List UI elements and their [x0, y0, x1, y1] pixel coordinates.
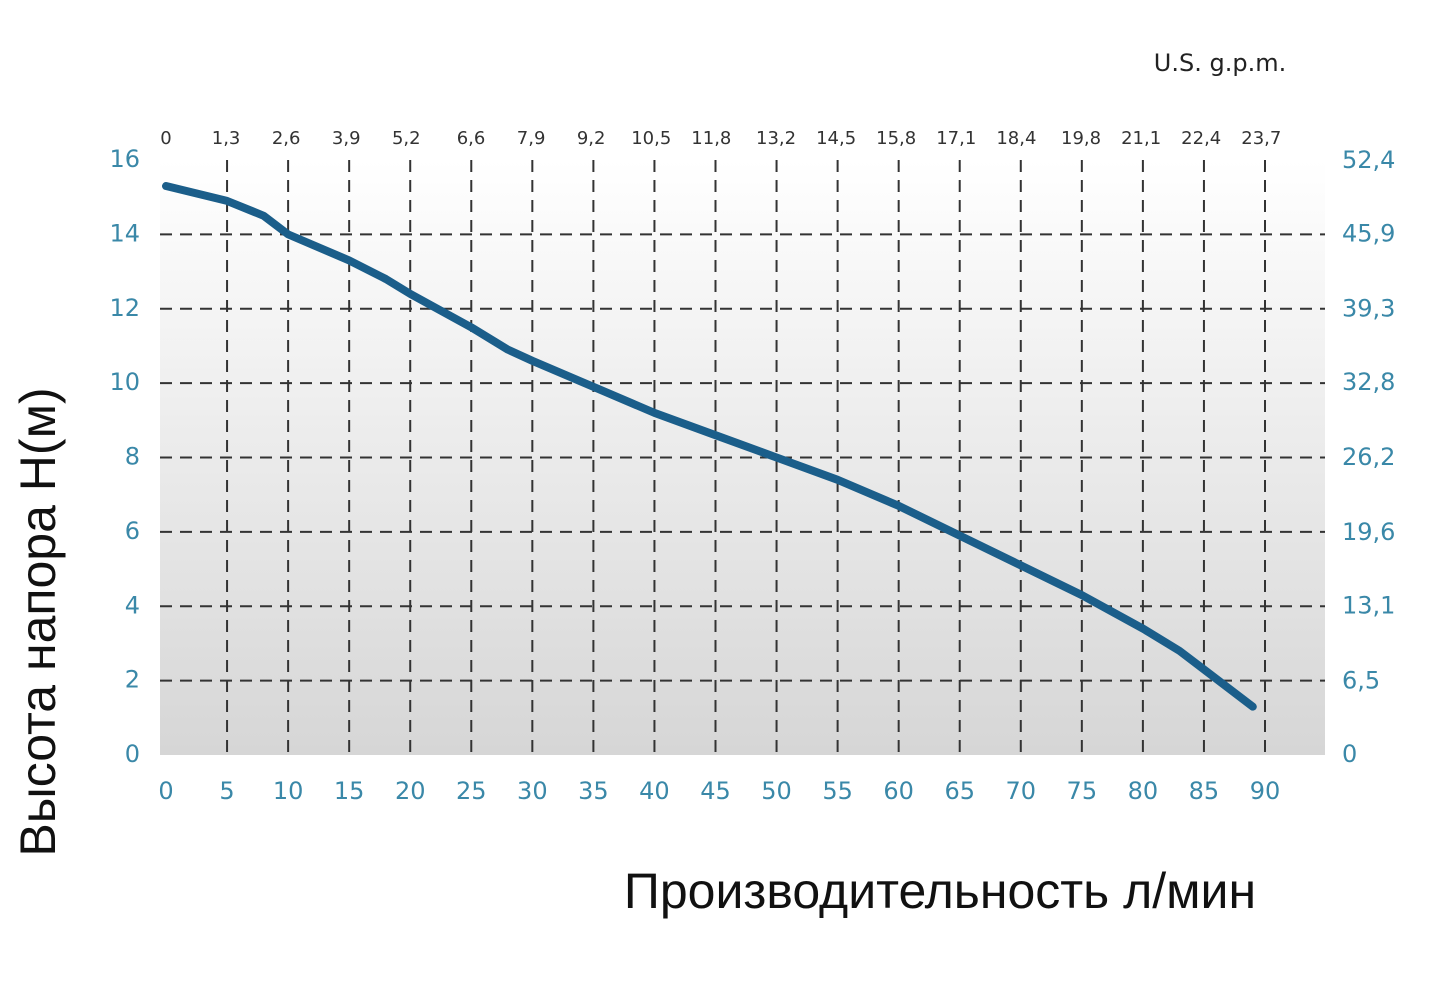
y2-tick-label: 6,5 — [1342, 666, 1380, 694]
x-tick-label: 20 — [395, 777, 426, 805]
x2-tick-label: 15,8 — [876, 128, 916, 149]
x2-tick-label: 19,8 — [1061, 128, 1101, 149]
x2-tick-label: 18,4 — [996, 128, 1036, 149]
y-tick-label: 6 — [125, 517, 140, 545]
y2-tick-label: 32,8 — [1342, 368, 1395, 396]
x2-tick-label: 0 — [160, 128, 171, 149]
y2-tick-label: 13,1 — [1342, 592, 1395, 620]
x-tick-label: 35 — [578, 777, 609, 805]
x2-tick-label: 23,7 — [1241, 128, 1281, 149]
x-tick-label: 0 — [158, 777, 173, 805]
x-tick-label: 85 — [1189, 777, 1220, 805]
data-line — [162, 182, 1257, 711]
x2-tick-label: 22,4 — [1181, 128, 1221, 149]
x-tick-label: 30 — [517, 777, 548, 805]
y2-tick-label: 52,4 — [1342, 146, 1395, 174]
y2-tick-label: 0 — [1342, 740, 1357, 768]
x-tick-label: 5 — [219, 777, 234, 805]
x-tick-label: 90 — [1250, 777, 1281, 805]
x-tick-label: 45 — [700, 777, 731, 805]
x2-tick-label: 1,3 — [212, 128, 241, 149]
x2-tick-label: 7,9 — [517, 128, 546, 149]
x2-tick-label: 17,1 — [936, 128, 976, 149]
x2-tick-label: 11,8 — [691, 128, 731, 149]
y-tick-label: 8 — [125, 443, 140, 471]
x-tick-label: 55 — [822, 777, 853, 805]
x2-tick-label: 13,2 — [756, 128, 796, 149]
x2-tick-label: 9,2 — [577, 128, 606, 149]
y-tick-label: 0 — [125, 740, 140, 768]
x-tick-label: 70 — [1006, 777, 1037, 805]
y2-tick-label: 26,2 — [1342, 443, 1395, 471]
y2-tick-label: 39,3 — [1342, 295, 1395, 323]
y-tick-label: 12 — [109, 294, 140, 322]
x-tick-label: 60 — [883, 777, 914, 805]
x2-axis-title: U.S. g.p.m. — [1154, 49, 1286, 77]
x-tick-label: 65 — [944, 777, 975, 805]
y2-tick-label: 45,9 — [1342, 220, 1395, 248]
y-tick-label: 14 — [109, 219, 140, 247]
x2-tick-label: 21,1 — [1121, 128, 1161, 149]
x-axis-title: Производительность л/мин — [624, 863, 1256, 919]
x2-tick-label: 3,9 — [332, 128, 361, 149]
y-tick-label: 16 — [109, 145, 140, 173]
x-tick-label: 10 — [273, 777, 304, 805]
x2-tick-label: 6,6 — [457, 128, 486, 149]
y-tick-label: 2 — [125, 666, 140, 694]
y-tick-label: 10 — [109, 368, 140, 396]
x2-tick-label: 5,2 — [392, 128, 421, 149]
x-tick-label: 75 — [1067, 777, 1098, 805]
x-tick-label: 80 — [1128, 777, 1159, 805]
y-axis-title: Высота напора H(м) — [10, 387, 66, 856]
x2-tick-label: 10,5 — [631, 128, 671, 149]
y-tick-label: 4 — [125, 591, 140, 619]
x2-tick-label: 2,6 — [272, 128, 301, 149]
y2-tick-label: 19,6 — [1342, 518, 1395, 546]
x-tick-label: 25 — [456, 777, 487, 805]
x-tick-label: 15 — [334, 777, 365, 805]
x2-tick-label: 14,5 — [816, 128, 856, 149]
x-tick-label: 50 — [761, 777, 792, 805]
x-tick-label: 40 — [639, 777, 670, 805]
